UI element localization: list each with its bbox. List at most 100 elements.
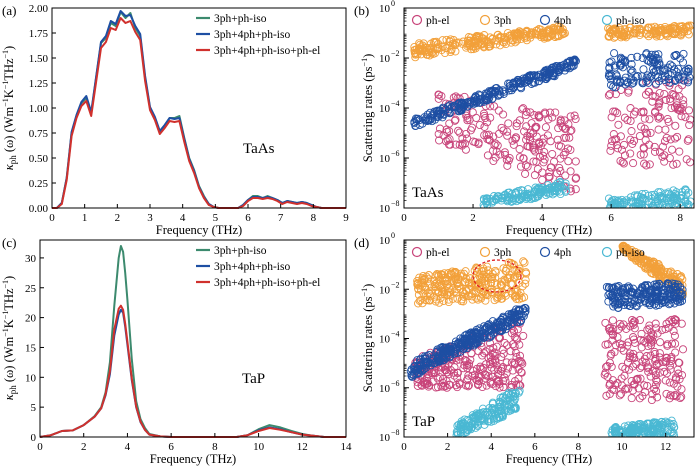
panel-b-marker-ph-el [451,140,460,149]
panel-b-marker-4ph [642,50,651,59]
panel-a-ytick-label: 0.25 [29,178,49,190]
panel-c-xtick-label: 6 [168,441,174,453]
panel-b-marker-3ph [647,23,656,32]
panel-b-marker-ph-el [650,147,660,156]
panel-d-marker-ph-iso [458,419,467,429]
panel-d-marker-ph-el [662,319,671,328]
panel-d-marker-ph-el [661,358,671,367]
panel-d-marker-ph-el [651,367,660,376]
panel-b-marker-4ph [530,71,539,80]
panel-d-marker-3ph [425,296,434,305]
panel-b-marker-ph-iso [561,187,570,196]
panel-b-marker-3ph [663,25,672,35]
panel-d-marker-ph-el [507,329,516,338]
panel-b-marker-ph-el [472,113,481,122]
panel-d-marker-ph-el [671,348,680,357]
panel-d-marker-ph-el [606,351,615,360]
panel-d-marker-3ph [520,258,529,267]
panel-d-marker-4ph [647,297,656,306]
panel-d-marker-ph-el [637,329,646,338]
panel-c-plot-area [39,245,346,438]
panel-d-marker-3ph [459,269,468,278]
panel-b-marker-ph-el [450,116,459,125]
panel-b-marker-ph-el [534,146,543,155]
panel-d-marker-4ph [616,288,625,297]
panel-b-marker-3ph [449,36,458,45]
panel-b-marker-ph-el [645,115,654,124]
panel-d-marker-3ph [499,264,508,273]
panel-b-marker-ph-el [673,132,682,141]
panel-b-marker-ph-el [677,104,686,113]
panel-d-marker-ph-el [490,348,499,357]
panel-d-marker-4ph [441,343,450,353]
panel-b-marker-4ph [670,75,679,84]
panel-b-marker-ph-iso [542,188,551,197]
panel-c-ylabel-end: THz [2,288,16,311]
panel-b-marker-ph-el [639,150,648,159]
panel-d-marker-ph-iso [629,422,638,431]
panel-b-marker-ph-el [609,107,618,116]
panel-d-marker-3ph [457,297,466,306]
panel-d-marker-3ph [447,277,456,286]
panel-d-marker-3ph [414,290,423,299]
panel-d-marker-ph-el [645,324,654,333]
panel-a-ticks: 0 1 2 3 4 5 6 7 8 9 0.00 0.25 0.50 0.75 1.00 1.25 1.50 1.… [29,3,350,224]
panel-b-ytick-label: 10 [379,203,391,215]
panel-b-marker-ph-el [682,155,691,164]
panel-d-legend-swatch [479,246,491,258]
panel-b-marker-ph-el [469,137,478,146]
panel-d-marker-ph-el [499,376,508,386]
panel-d-marker-4ph [670,299,679,308]
panel-b-marker-ph-el [641,90,651,99]
panel-d-marker-ph-el [627,376,636,386]
panel-d-marker-ph-el [637,362,646,371]
panel-a-legend-label: 3ph+4ph+ph-iso+ph-el [214,45,320,57]
panel-b-marker-ph-el [564,120,573,129]
panel-d-marker-ph-iso [656,431,666,437]
panel-d-marker-ph-el [495,383,504,392]
panel-c-ylabel-kappa: κ [2,393,16,400]
panel-b-markers [410,21,694,208]
panel-b-marker-ph-el [509,140,518,149]
panel-b-marker-ph-el [607,113,616,122]
panel-b-marker-ph-el [640,124,649,133]
panel-d-marker-ph-el [630,338,639,347]
panel-d-marker-ph-el [662,389,671,398]
panel-d-marker-ph-iso [509,404,518,413]
panel-c-ticks: 0 2 4 6 8 10 12 14 0 5 10 15 20 25 30 [25,253,352,453]
panel-d-marker-3ph [619,244,628,253]
panel-c-xtick-label: 0 [37,441,43,453]
panel-b-marker-ph-el [499,126,508,135]
panel-d-marker-ph-el [620,371,629,380]
panel-b-marker-4ph [668,69,677,78]
panel-d-legend-label: ph-el [426,247,450,259]
panel-a-ytick-label: 1.75 [29,28,49,40]
panel-b-marker-ph-el [442,137,451,146]
panel-d-marker-ph-iso [612,427,621,436]
panel-d-marker-ph-iso [661,431,670,437]
panel-b-marker-4ph [561,63,570,72]
panel-d-ylabel-close: ) [361,284,375,288]
panel-b-marker-4ph [664,74,673,84]
panel-d-marker-ph-iso [501,406,510,415]
panel-d-marker-ph-el [513,335,522,344]
panel-b-marker-4ph [675,75,684,84]
panel-b-marker-ph-iso [561,182,570,191]
panel-b-marker-3ph [636,24,645,33]
panel-d-marker-ph-iso [495,413,504,422]
panel-b-marker-4ph [554,67,563,76]
panel-d-marker-4ph [461,337,470,346]
panel-d-marker-ph-iso [611,427,620,436]
panel-d-marker-ph-el [617,374,626,383]
panel-b-marker-ph-el [605,89,615,99]
panel-b-marker-ph-iso [559,184,568,193]
panel-d-marker-ph-el [515,351,525,360]
panel-d-marker-ph-iso [501,394,510,403]
panel-b-marker-4ph [632,72,641,81]
panel-c-ylabel-mid: K [2,319,16,328]
panel-b-marker-4ph [670,65,679,74]
panel-d-marker-3ph [633,255,642,264]
panel-b-marker-ph-el [532,132,541,141]
